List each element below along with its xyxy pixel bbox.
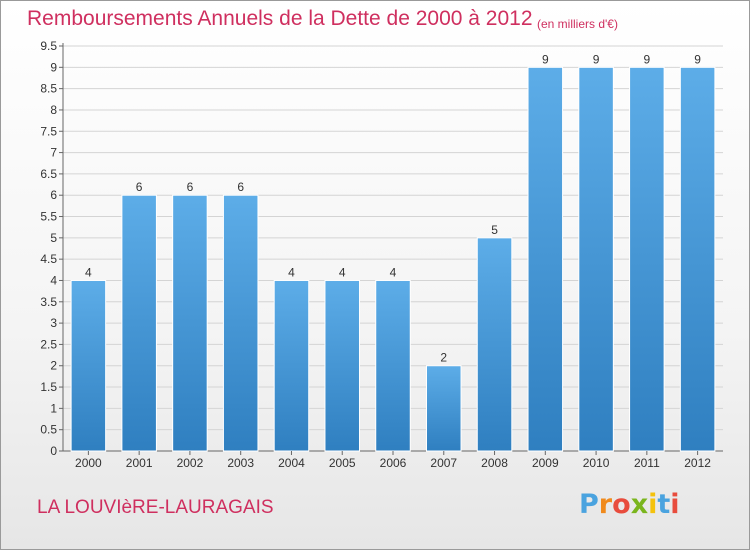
logo-letter: o [612,489,631,520]
data-label: 4 [339,265,346,279]
logo-letter: i [670,489,680,520]
x-tick-label: 2007 [430,456,457,470]
x-tick-label: 2001 [126,456,153,470]
logo-letter: r [598,489,613,520]
data-label: 6 [237,180,244,194]
y-tick-label: 6 [50,188,57,202]
commune-name: LA LOUVIèRE-LAURAGAIS [37,497,274,518]
y-tick-label: 9.5 [40,39,57,53]
y-tick-label: 9 [50,60,57,74]
bar [527,66,564,452]
bar [70,279,107,452]
data-label: 5 [491,223,498,237]
data-label: 9 [694,52,701,66]
data-label: 6 [187,180,194,194]
y-tick-label: 5.5 [40,210,57,224]
x-tick-label: 2011 [634,456,660,470]
x-tick-label: 2004 [278,456,305,470]
data-label: 4 [390,265,397,279]
bar [426,365,462,452]
y-tick-label: 0 [50,444,57,458]
logo-letter: t [657,489,671,520]
bar [324,279,360,452]
data-label: 9 [644,52,651,66]
y-tick-label: 8.5 [40,82,57,96]
y-tick-label: 7 [50,146,57,160]
x-tick-label: 2008 [481,456,508,470]
logo-letter: i [648,489,658,520]
data-label: 4 [288,265,295,279]
y-tick-label: 6.5 [40,167,57,181]
bar [629,66,665,452]
proxiti-logo: Proxiti [579,489,680,520]
bar [375,279,411,452]
logo-letter: P [579,489,599,520]
y-tick-label: 5 [50,231,57,245]
y-tick-label: 3 [50,316,57,330]
bar [273,279,310,452]
data-label: 9 [542,52,549,66]
x-tick-label: 2009 [532,456,559,470]
y-tick-label: 8 [50,103,57,117]
y-tick-label: 4.5 [40,252,57,266]
chart-subtitle: (en milliers d'€) [537,17,618,31]
y-tick-label: 1 [50,401,57,415]
y-tick-label: 7.5 [40,124,57,138]
x-tick-label: 2006 [380,456,407,470]
logo-letter: x [630,489,649,520]
x-tick-label: 2010 [583,456,610,470]
bar [121,194,157,452]
x-tick-label: 2005 [329,456,356,470]
data-label: 4 [85,265,92,279]
x-tick-label: 2000 [75,456,102,470]
bar [578,66,614,452]
y-tick-label: 2.5 [40,337,57,351]
x-tick-label: 2012 [684,456,711,470]
y-tick-label: 1.5 [40,380,57,394]
bar [476,237,513,452]
bar [172,194,208,452]
bar [679,66,716,452]
y-tick-label: 4 [50,273,57,287]
bar [222,194,259,452]
y-tick-label: 3.5 [40,295,57,309]
data-label: 6 [136,180,143,194]
y-tick-label: 0.5 [40,423,57,437]
data-label: 2 [440,351,447,365]
x-tick-label: 2002 [177,456,204,470]
x-tick-label: 2003 [227,456,254,470]
chart-title: Remboursements Annuels de la Dette de 20… [27,7,533,30]
data-label: 9 [593,52,600,66]
y-tick-label: 2 [50,359,57,373]
